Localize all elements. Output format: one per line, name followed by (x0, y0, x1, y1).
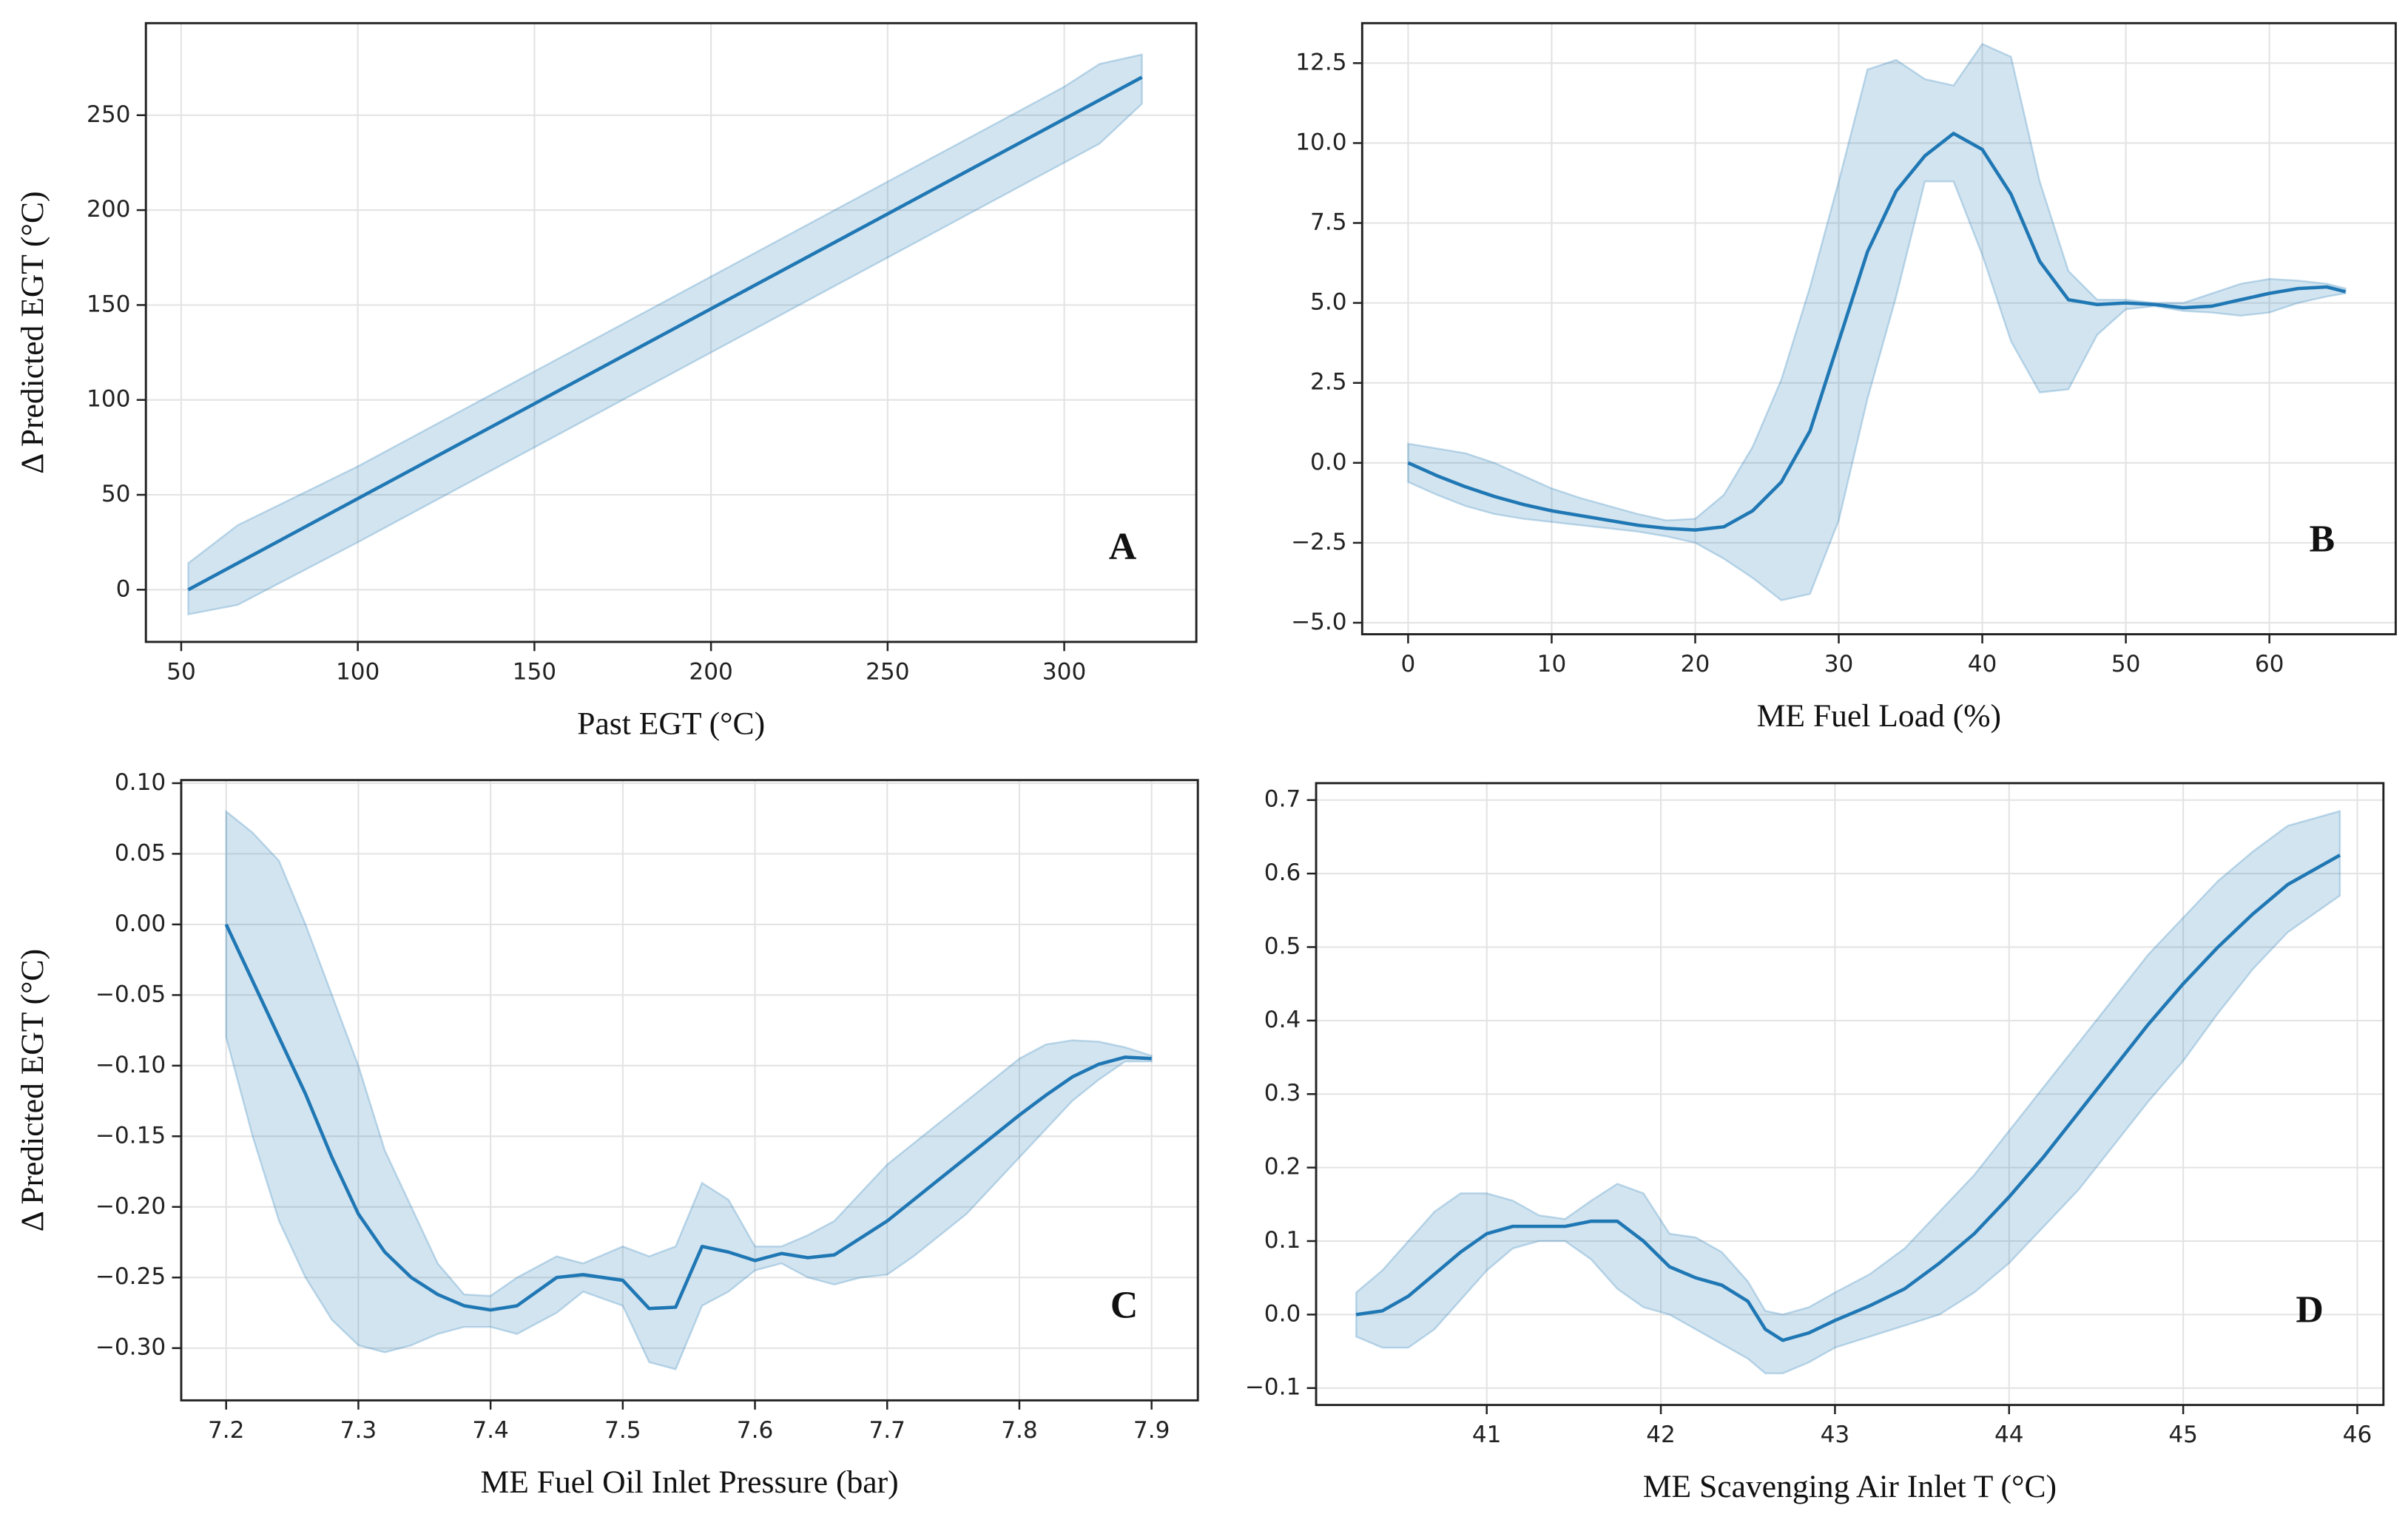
line (1407, 132, 2347, 532)
y-tick-label: 10.0 (1295, 129, 1346, 155)
x-tick-label: 7.2 (208, 1417, 245, 1444)
x-axis-label: ME Scavenging Air Inlet T (°C) (1643, 1469, 2057, 1504)
panel-letter: A (1109, 526, 1137, 568)
y-tick-label: 0 (116, 575, 131, 602)
y-tick-label: 150 (87, 291, 130, 317)
y-tick-label: −0.15 (95, 1122, 166, 1149)
y-tick-label: 100 (87, 386, 130, 413)
y-tick-label: 7.5 (1310, 209, 1346, 236)
y-tick-label: −5.0 (1291, 609, 1347, 635)
y-tick-label: 250 (87, 101, 130, 128)
y-tick-label: −0.10 (95, 1052, 166, 1078)
confidence-band (225, 809, 1153, 1371)
panel-letter: C (1110, 1284, 1138, 1326)
y-tick-label: 12.5 (1295, 49, 1346, 75)
y-tick-label: 0.0 (1264, 1300, 1301, 1327)
y-tick-label: 5.0 (1310, 289, 1346, 316)
y-tick-label: −0.05 (95, 981, 166, 1007)
x-tick-label: 40 (1968, 651, 1997, 677)
axes-frame (1315, 782, 2385, 1407)
panel-letter: D (2296, 1289, 2323, 1331)
x-tick-label: 7.6 (737, 1417, 773, 1444)
x-axis-label: ME Fuel Load (%) (1757, 698, 2001, 734)
y-tick-label: 0.6 (1264, 859, 1301, 886)
y-axis-label: Δ Predicted EGT (°C) (15, 949, 50, 1231)
y-axis-label: Δ Predicted EGT (°C) (15, 191, 50, 473)
y-tick-label: 0.2 (1264, 1154, 1301, 1180)
x-axis-label: Past EGT (°C) (577, 706, 765, 741)
y-tick-label: 0.3 (1264, 1080, 1301, 1106)
x-tick-label: 7.7 (869, 1417, 905, 1444)
x-tick-label: 0 (1401, 651, 1416, 677)
y-tick-label: −0.25 (95, 1263, 166, 1290)
confidence-band (1407, 42, 2347, 602)
y-tick-label: 0.05 (115, 839, 166, 866)
y-tick-label: −0.1 (1245, 1374, 1301, 1401)
panel-letter: B (2309, 518, 2335, 560)
y-tick-label: 0.10 (115, 769, 166, 796)
x-tick-label: 50 (2111, 651, 2141, 677)
x-tick-label: 42 (1646, 1422, 1676, 1448)
x-tick-label: 300 (1042, 658, 1086, 685)
x-tick-label: 46 (2343, 1422, 2372, 1448)
x-tick-label: 43 (1821, 1422, 1850, 1448)
x-tick-label: 200 (689, 658, 732, 685)
x-tick-label: 150 (513, 658, 556, 685)
y-tick-label: 0.00 (115, 910, 166, 937)
x-tick-label: 20 (1681, 651, 1710, 677)
confidence-band (1355, 809, 2341, 1375)
x-tick-label: 7.9 (1133, 1417, 1170, 1444)
y-tick-label: 2.5 (1310, 369, 1346, 396)
line (1355, 854, 2341, 1342)
x-tick-label: 45 (2168, 1422, 2198, 1448)
x-tick-label: 100 (336, 658, 380, 685)
x-tick-label: 30 (1824, 651, 1854, 677)
y-tick-label: 200 (87, 196, 130, 223)
y-tick-label: 0.1 (1264, 1227, 1301, 1254)
x-tick-label: 7.3 (340, 1417, 377, 1444)
axes-frame (180, 779, 1199, 1402)
y-tick-label: 50 (101, 481, 131, 507)
x-tick-label: 60 (2255, 651, 2284, 677)
x-axis-label: ME Fuel Oil Inlet Pressure (bar) (480, 1464, 898, 1500)
x-tick-label: 7.8 (1001, 1417, 1037, 1444)
line (224, 923, 1152, 1312)
y-tick-label: 0.0 (1310, 449, 1346, 476)
x-tick-label: 10 (1537, 651, 1567, 677)
y-tick-label: 0.7 (1264, 786, 1301, 813)
x-tick-label: 50 (166, 658, 196, 685)
line (187, 75, 1143, 592)
y-tick-label: −0.20 (95, 1193, 166, 1220)
axes-frame (1360, 21, 2397, 635)
y-tick-label: 0.5 (1264, 933, 1301, 959)
y-tick-label: −2.5 (1291, 529, 1347, 555)
y-tick-label: −0.30 (95, 1334, 166, 1361)
x-tick-label: 7.5 (604, 1417, 641, 1444)
x-tick-label: 44 (1994, 1422, 2024, 1448)
y-tick-label: 0.4 (1264, 1007, 1301, 1033)
axes-frame (144, 21, 1198, 643)
x-tick-label: 250 (866, 658, 909, 685)
x-tick-label: 7.4 (472, 1417, 509, 1444)
x-tick-label: 41 (1472, 1422, 1502, 1448)
